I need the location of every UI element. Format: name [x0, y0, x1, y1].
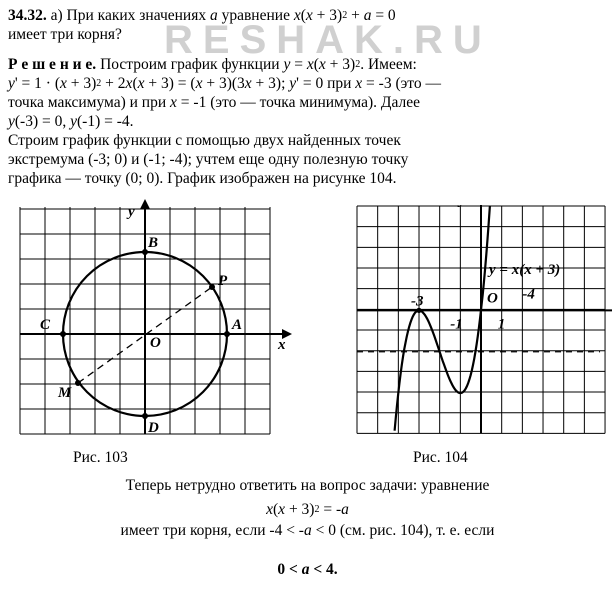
svg-text:C: C — [40, 317, 51, 333]
svg-text:y = x(x + 3): y = x(x + 3) — [487, 262, 560, 278]
svg-text:1: 1 — [498, 316, 506, 332]
svg-text:-1: -1 — [450, 316, 463, 332]
svg-text:O: O — [487, 290, 498, 306]
svg-text:O: O — [150, 335, 161, 351]
svg-text:-3: -3 — [411, 293, 424, 309]
svg-text:A: A — [231, 317, 242, 333]
svg-text:D: D — [147, 420, 159, 436]
svg-text:M: M — [57, 385, 72, 401]
svg-text:B: B — [147, 235, 158, 251]
svg-text:y: y — [457, 205, 466, 208]
svg-text:y: y — [126, 204, 135, 220]
svg-text:x: x — [277, 337, 286, 353]
svg-text:-4: -4 — [522, 287, 535, 303]
svg-text:P: P — [218, 273, 228, 289]
